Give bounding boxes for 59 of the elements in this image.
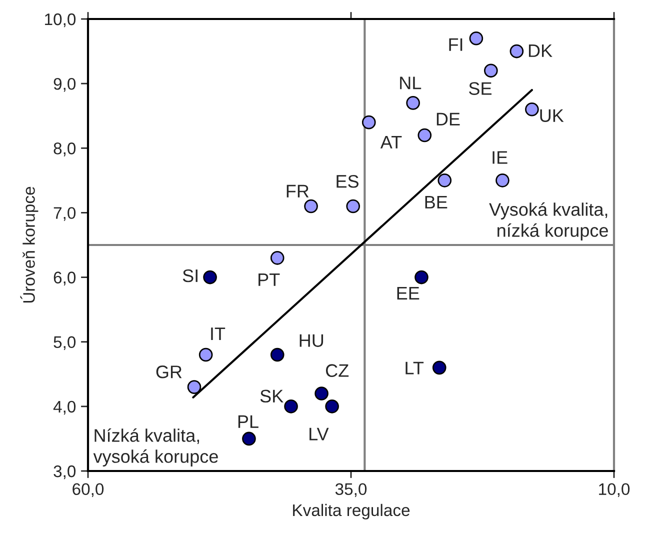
point — [525, 102, 539, 116]
annotation: EE — [397, 287, 420, 300]
point — [406, 96, 420, 110]
y-tick-label: 4,0 — [53, 400, 76, 415]
point — [284, 400, 298, 414]
annotation: Vysoká kvalita, nízká korupce — [489, 202, 608, 240]
annotation: DE — [436, 112, 460, 126]
y-axis-title: Úroveň korupce — [20, 186, 38, 303]
point — [304, 199, 318, 214]
y-tick-label: 7,0 — [54, 207, 76, 221]
annotation: UK — [540, 109, 564, 122]
point — [346, 199, 360, 214]
annotation: PL — [238, 415, 258, 428]
point — [203, 270, 217, 284]
y-tick-label: 10,0 — [45, 13, 76, 28]
y-tick-label: 5,0 — [54, 336, 76, 350]
point — [438, 174, 452, 188]
annotation: NL — [400, 76, 422, 90]
point — [484, 64, 498, 78]
point — [187, 380, 202, 394]
annotation: IT — [211, 328, 226, 340]
annotation: Nízká kvalita, vysoká korupce — [93, 428, 218, 466]
annotation: SI — [182, 269, 198, 282]
point — [432, 360, 446, 375]
point — [496, 174, 510, 188]
point — [198, 348, 213, 362]
x-axis-title: Kvalita regulace — [293, 504, 410, 520]
y-tick-label: 8,0 — [54, 142, 76, 156]
annotation: ES — [336, 174, 358, 188]
point — [469, 31, 484, 46]
point — [325, 400, 339, 414]
annotation: AT — [380, 136, 402, 148]
point — [418, 128, 432, 142]
point — [414, 270, 428, 284]
annotation: GR — [156, 366, 182, 378]
annotation: CZ — [326, 364, 349, 377]
annotation: DK — [528, 44, 552, 57]
point — [510, 44, 524, 58]
x-tick-label: 10,0 — [599, 483, 630, 498]
x-tick-label: 60,0 — [72, 483, 104, 498]
annotation: SK — [260, 390, 284, 403]
point — [270, 348, 284, 362]
y-tick-label: 3,0 — [54, 465, 76, 480]
annotation: LT — [406, 362, 424, 374]
annotation: BE — [425, 196, 448, 208]
x-tick-label: 35,0 — [335, 483, 367, 498]
annotation: PT — [258, 273, 280, 286]
annotation: HU — [300, 334, 324, 347]
y-tick-label: 9,0 — [54, 78, 76, 92]
annotation: LV — [310, 428, 329, 440]
point — [314, 386, 328, 400]
annotation: FR — [286, 184, 309, 198]
point — [242, 432, 256, 446]
point — [362, 115, 376, 130]
point — [270, 251, 284, 265]
annotation: FI — [449, 38, 462, 51]
y-tick-label: 6,0 — [54, 272, 76, 286]
annotation: SE — [469, 82, 492, 95]
annotation: IE — [492, 151, 508, 164]
